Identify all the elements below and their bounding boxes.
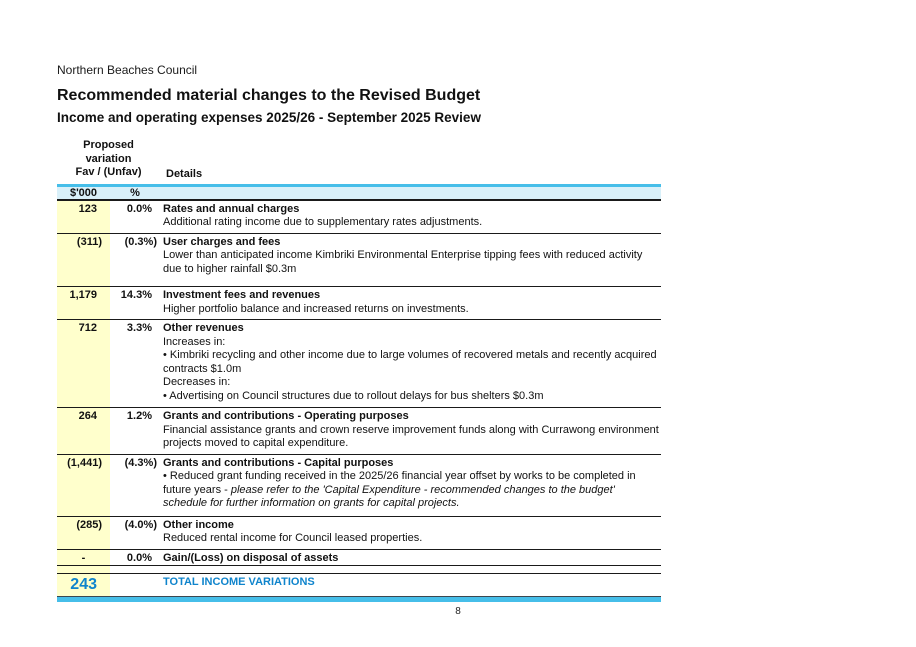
details-cell: Grants and contributions - Capital purpo…	[160, 455, 661, 516]
row-detail-text: • Kimbriki recycling and other income du…	[163, 349, 657, 375]
amount-cell: -	[57, 549, 110, 565]
row-detail-text: • Advertising on Council structures due …	[163, 389, 544, 402]
total-row: 243 TOTAL INCOME VARIATIONS	[57, 574, 661, 597]
variation-header-line2: variation	[85, 152, 132, 165]
table-row: - 0.0% Gain/(Loss) on disposal of assets	[57, 549, 661, 566]
spacer-row	[57, 566, 661, 574]
table-rows: 123 0.0% Rates and annual charges Additiona…	[57, 200, 661, 566]
spacer-amount-cell	[57, 566, 110, 573]
table-row: 264 1.2% Grants and contributions - Operat…	[57, 408, 661, 455]
total-label: TOTAL INCOME VARIATIONS	[163, 576, 315, 588]
unit-label: $'000	[69, 186, 98, 199]
row-title: Other income	[163, 518, 234, 531]
percent-cell: 1.2%	[126, 410, 152, 422]
row-detail-text: Increases in:	[163, 335, 226, 348]
table-row: (311) (0.3%) User charges and fees Lower th…	[57, 233, 661, 287]
details-cell: Rates and annual charges Additional ratin…	[160, 201, 661, 233]
details-cell: Gain/(Loss) on disposal of assets	[160, 550, 661, 566]
variation-header-line1: Proposed	[83, 139, 134, 151]
details-cell: Other revenues Increases in: • Kimbriki re…	[160, 320, 661, 407]
percent-cell: (4.0%)	[124, 518, 157, 531]
units-header-band: $'000 %	[57, 183, 661, 201]
table-row: (285) (4.0%) Other income Reduced rental in…	[57, 516, 661, 550]
amount-cell: 264	[57, 408, 110, 454]
table-column-headers: Proposed variation Fav / (Unfav) Details	[57, 139, 661, 180]
table-row: 712 3.3% Other revenues Increases in: • Kimb…	[57, 320, 661, 408]
percent-cell: 0.0%	[126, 551, 152, 564]
table-row: 1,179 14.3% Investment fees and revenues Hi…	[57, 287, 661, 320]
percent-cell: 3.3%	[126, 322, 152, 334]
row-title: Gain/(Loss) on disposal of assets	[163, 551, 339, 564]
row-title: Rates and annual charges	[163, 202, 300, 215]
amount-cell: (285)	[57, 516, 110, 549]
percent-cell: 0.0%	[126, 202, 152, 215]
table-row: 123 0.0% Rates and annual charges Additiona…	[57, 200, 661, 234]
row-detail-text: Lower than anticipated income Kimbriki E…	[163, 249, 643, 275]
amount-cell: (311)	[57, 233, 110, 286]
row-title: Grants and contributions - Capital purpo…	[163, 456, 394, 469]
total-underline-bar	[57, 597, 661, 602]
table-row: (1,441) (4.3%) Grants and contributions - …	[57, 454, 661, 517]
row-title: Grants and contributions - Operating pur…	[163, 410, 409, 422]
details-cell: Investment fees and revenues Higher portf…	[160, 287, 661, 319]
row-title: Investment fees and revenues	[163, 289, 321, 301]
row-title: User charges and fees	[163, 235, 281, 248]
page-subtitle: Income and operating expenses 2025/26 - …	[57, 110, 481, 125]
variation-column-header: Proposed variation Fav / (Unfav)	[57, 139, 160, 180]
page-title: Recommended material changes to the Revi…	[57, 87, 481, 104]
details-cell: Grants and contributions - Operating pur…	[160, 408, 661, 454]
details-cell: User charges and fees Lower than anticipa…	[160, 234, 661, 287]
details-column-header: Details	[166, 167, 203, 180]
percent-cell: (0.3%)	[124, 235, 157, 248]
percent-label: %	[130, 186, 140, 199]
variation-header-line3: Fav / (Unfav)	[75, 166, 142, 178]
row-title: Other revenues	[163, 322, 244, 334]
amount-cell: 123	[57, 200, 110, 233]
row-detail-text: Decreases in:	[163, 376, 231, 388]
row-detail-text: • Reduced grant funding received in the …	[163, 470, 636, 509]
row-detail-text: Reduced rental income for Council leased…	[163, 532, 423, 544]
percent-cell: (4.3%)	[124, 456, 157, 469]
details-cell: Other income Reduced rental income for Co…	[160, 517, 661, 549]
page-number: 8	[455, 606, 461, 617]
total-amount-cell: 243	[57, 574, 110, 596]
report-body: Northern Beaches Council Recommended mat…	[57, 63, 661, 602]
amount-cell: 1,179	[57, 287, 110, 319]
org-name: Northern Beaches Council	[57, 63, 198, 77]
amount-cell: (1,441)	[57, 454, 110, 516]
row-detail-text: Additional rating income due to suppleme…	[163, 216, 483, 228]
amount-cell: 712	[57, 320, 110, 407]
row-detail-text: Financial assistance grants and crown re…	[163, 423, 659, 450]
row-detail-text: Higher portfolio balance and increased r…	[163, 302, 469, 315]
percent-cell: 14.3%	[120, 289, 152, 301]
